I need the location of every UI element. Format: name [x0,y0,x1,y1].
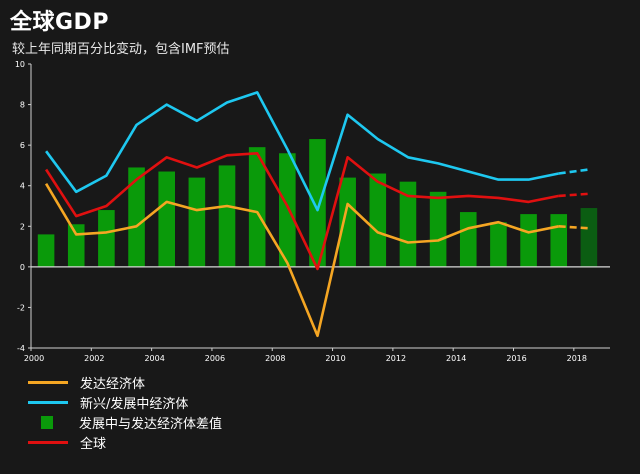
legend-label-gap: 发展中与发达经济体差值 [79,416,223,432]
legend-swatch-emerging [28,400,68,404]
series-line-world [45,152,559,271]
legend: 发达经济体 新兴/发展中经济体 发展中与发达经济体差值 全球 [28,372,222,452]
legend-label-world: 全球 [80,436,107,452]
legend-swatch-developed [28,380,68,384]
x-tick-label-2008: 2008 [265,354,285,363]
bar-2015 [490,222,507,267]
bar-2013 [429,191,447,267]
y-tick-label-6: 6 [20,141,25,150]
bars-layer [37,139,598,267]
bar-2009 [309,139,326,267]
x-tick-label-2006: 2006 [205,354,225,363]
chart-title: 全球GDP [10,10,109,35]
x-tick-label-2018: 2018 [567,354,587,363]
legend-item-emerging: 新兴/发展中经济体 [28,392,222,412]
legend-swatch-world [28,440,68,444]
bar-2016 [520,214,537,267]
bar-2012 [399,181,417,267]
bar-2000 [37,234,55,267]
y-tick-label--2: -2 [17,303,25,312]
bar-2006 [218,165,236,267]
legend-item-world: 全球 [28,432,222,452]
bar-2005 [188,177,206,267]
y-tick-label-4: 4 [20,182,25,191]
lines-layer [44,91,590,338]
legend-item-gap: 发展中与发达经济体差值 [28,412,222,432]
legend-label-emerging: 新兴/发展中经济体 [80,396,189,412]
y-tick-label-8: 8 [20,101,25,110]
x-tick-label-2014: 2014 [446,354,466,363]
y-tick-label--4: -4 [17,344,25,353]
bar-2014 [459,212,477,267]
series-forecast-world [558,192,589,198]
bar-2004 [158,171,175,267]
bar-2002 [98,210,115,267]
x-tick-label-2010: 2010 [325,354,345,363]
legend-swatch-gap [41,415,53,429]
bar-2007 [248,147,266,267]
series-forecast-developed [558,225,589,230]
series-forecast-emerging [558,168,590,175]
chart-subtitle: 较上年同期百分比变动，包含IMF预估 [12,42,230,57]
series-line-developed [44,183,559,338]
bar-2010 [339,177,356,267]
legend-label-developed: 发达经济体 [80,376,146,392]
y-tick-label-0: 0 [20,263,25,272]
y-tick-label-10: 10 [15,60,25,69]
legend-item-developed: 发达经济体 [28,372,222,392]
bar-2003 [128,167,145,267]
bar-2017 [550,214,568,267]
x-tick-label-2002: 2002 [84,354,104,363]
x-tick-label-2000: 2000 [24,354,44,363]
bar-2018 [580,208,598,267]
series-line-emerging [45,91,559,212]
x-tick-label-2004: 2004 [144,354,164,363]
y-tick-label-2: 2 [20,222,25,231]
bar-2011 [369,173,387,267]
bar-2001 [67,224,85,267]
bar-2008 [279,153,296,267]
x-tick-label-2012: 2012 [386,354,406,363]
x-tick-label-2016: 2016 [506,354,526,363]
